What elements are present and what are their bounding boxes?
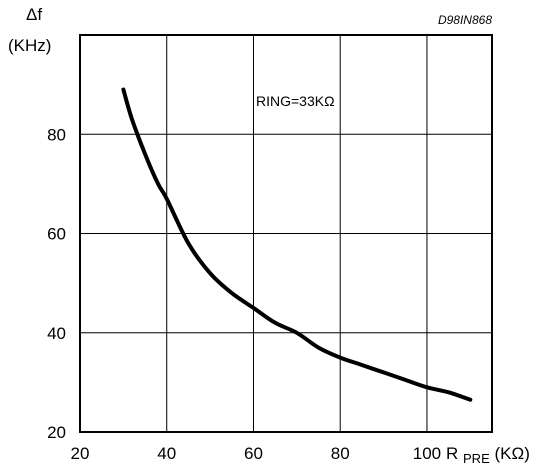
- x-tick-label: 60: [244, 444, 263, 463]
- y-tick-label: 20: [47, 423, 66, 442]
- figure-code: D98IN868: [438, 13, 492, 27]
- grid-lines: [80, 35, 492, 432]
- series-line: [121, 87, 473, 402]
- x-tick-label: 100: [413, 444, 441, 463]
- y-axis-unit: (KHz): [8, 36, 51, 55]
- y-tick-label: 60: [47, 225, 66, 244]
- x-axis-label: R PRE (KΩ): [446, 444, 530, 467]
- x-axis-label-sub: PRE: [463, 451, 490, 466]
- y-tick-labels: 20 40 60 80: [47, 125, 66, 442]
- series-layer: [121, 87, 473, 402]
- x-tick-label: 80: [331, 444, 350, 463]
- y-axis-symbol: Δf: [26, 5, 42, 24]
- x-tick-label: 20: [71, 444, 90, 463]
- x-axis-label-main: R: [446, 444, 458, 463]
- x-tick-labels: 20 40 60 80 100: [71, 444, 442, 463]
- annotation: RING=33KΩ: [256, 93, 335, 109]
- x-axis-label-unit: (KΩ): [494, 444, 529, 463]
- x-tick-label: 40: [157, 444, 176, 463]
- y-tick-label: 40: [47, 324, 66, 343]
- y-tick-label: 80: [47, 125, 66, 144]
